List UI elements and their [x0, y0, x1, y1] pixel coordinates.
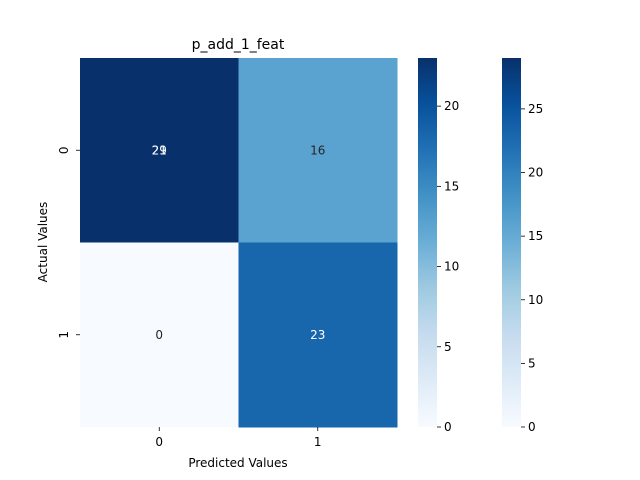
heatmap-cells — [80, 58, 398, 428]
heatmap-cell — [80, 58, 239, 243]
x-tick-label: 1 — [314, 435, 322, 449]
x-axis-label: Predicted Values — [188, 456, 287, 470]
heatmap-cell — [238, 242, 398, 428]
colorbar-tick-label: 25 — [528, 102, 543, 116]
colorbar — [502, 58, 521, 427]
colorbar-tick-label: 20 — [528, 166, 543, 180]
cell-value-label: 0 — [155, 328, 163, 342]
colorbar-tick-label: 0 — [444, 420, 452, 434]
colorbars: 0 5 10 15 20 0 5 10 15 20 25 — [418, 58, 543, 434]
cell-overlay-label: 21 — [152, 143, 167, 157]
colorbar-tick-label: 5 — [444, 340, 452, 354]
colorbar-tick-label: 10 — [444, 260, 459, 274]
colorbar-tick-label: 15 — [528, 229, 543, 243]
y-axis-ticks: 01 — [57, 146, 80, 339]
y-tick-label: 1 — [57, 331, 71, 339]
y-axis-label: Actual Values — [36, 202, 50, 283]
heatmap-cell — [238, 58, 398, 243]
x-tick-label: 0 — [155, 435, 163, 449]
colorbar — [418, 58, 437, 427]
heatmap-cell — [80, 242, 239, 428]
cell-value-label: 23 — [310, 328, 325, 342]
y-tick-label: 0 — [57, 146, 71, 154]
colorbar-tick-label: 0 — [528, 420, 536, 434]
chart-title: p_add_1_feat — [192, 37, 285, 53]
cell-value-label: 16 — [310, 143, 325, 157]
colorbar-tick-label: 20 — [444, 99, 459, 113]
colorbar-tick-label: 15 — [444, 179, 459, 193]
cell-value-label: 29 — [152, 143, 167, 157]
colorbar-tick-label: 10 — [528, 293, 543, 307]
colorbar-tick-label: 5 — [528, 356, 536, 370]
